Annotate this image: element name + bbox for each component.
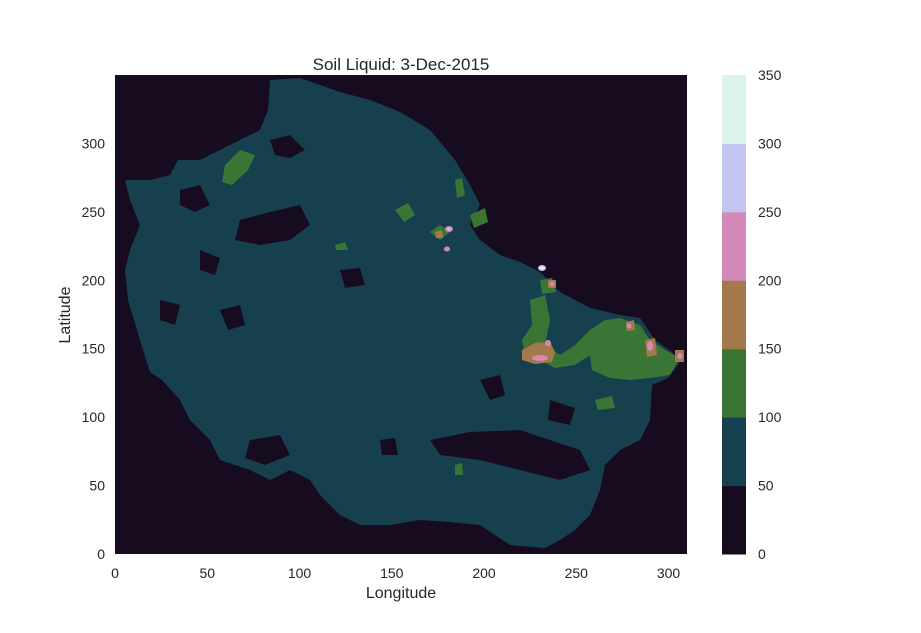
colorbar-band (722, 348, 746, 418)
colorbar-band (722, 143, 746, 213)
colorbar-band (722, 280, 746, 350)
y-tick-label: 50 (89, 478, 105, 494)
colorbar-tick-labels: 0 50 100 150 200 250 300 350 (758, 67, 782, 562)
colorbar-band (722, 75, 746, 144)
x-tick-label: 0 (111, 565, 119, 581)
region-level-250-350 (447, 227, 546, 271)
x-tick-label: 250 (565, 565, 589, 581)
colorbar-tick-label: 250 (758, 204, 782, 220)
y-tick-label: 250 (82, 204, 106, 220)
y-tick-label: 300 (82, 135, 106, 151)
colorbar-tick-label: 50 (758, 478, 774, 494)
y-tick-label: 100 (82, 409, 106, 425)
x-tick-labels: 0 50 100 150 200 250 300 (111, 565, 680, 581)
colorbar-tick-label: 0 (758, 546, 766, 562)
colorbar-tick-label: 350 (758, 67, 782, 83)
plot-area (115, 75, 687, 554)
colorbar-tick-label: 200 (758, 272, 782, 288)
x-tick-label: 50 (199, 565, 215, 581)
y-tick-labels: 0 50 100 150 200 250 300 (82, 135, 106, 562)
colorbar-tick-label: 300 (758, 135, 782, 151)
x-tick-label: 300 (657, 565, 681, 581)
chart-title: Soil Liquid: 3-Dec-2015 (313, 55, 490, 74)
colorbar-band (722, 417, 746, 487)
colorbar-band (722, 211, 746, 281)
x-axis-label: Longitude (366, 585, 436, 602)
y-axis-label: Latitude (57, 286, 74, 343)
x-tick-label: 150 (380, 565, 404, 581)
y-tick-label: 150 (82, 341, 106, 357)
region-level-50-100 (125, 78, 680, 548)
y-tick-label: 0 (97, 546, 105, 562)
dry-holes (160, 135, 590, 480)
x-tick-label: 100 (288, 565, 312, 581)
colorbar-band (722, 485, 746, 555)
colorbar (722, 75, 746, 555)
colorbar-tick-label: 100 (758, 409, 782, 425)
y-tick-label: 200 (82, 272, 106, 288)
region-level-100-150 (222, 150, 680, 475)
colorbar-tick-label: 150 (758, 341, 782, 357)
x-tick-label: 200 (472, 565, 496, 581)
